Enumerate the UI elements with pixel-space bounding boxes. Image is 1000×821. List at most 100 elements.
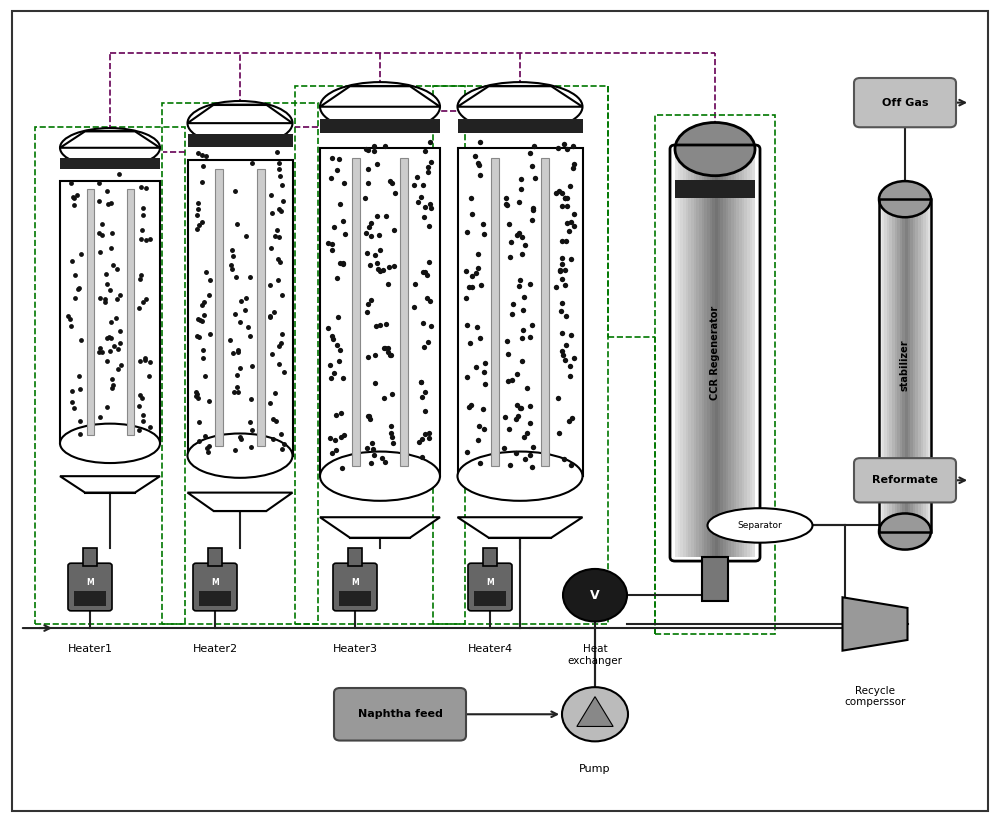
Point <box>563 215 579 228</box>
Point <box>142 420 158 433</box>
Point <box>99 184 115 197</box>
Point <box>267 229 283 242</box>
Point <box>417 200 433 213</box>
Point <box>190 197 206 210</box>
Bar <box>694 149 696 557</box>
Point <box>225 250 241 263</box>
Ellipse shape <box>320 82 440 131</box>
Point <box>363 456 379 470</box>
Point <box>335 257 351 270</box>
Point <box>513 401 529 415</box>
Point <box>223 258 239 271</box>
Point <box>470 247 486 260</box>
Point <box>190 392 206 405</box>
Point <box>97 292 113 305</box>
Point <box>406 300 422 314</box>
Point <box>71 281 87 294</box>
Point <box>464 269 480 282</box>
Bar <box>162 103 318 624</box>
Point <box>132 273 148 286</box>
Point <box>262 397 278 410</box>
Point <box>557 192 573 205</box>
Point <box>511 279 527 292</box>
Point <box>227 443 243 456</box>
Point <box>271 339 287 352</box>
Bar <box>915 200 918 531</box>
Point <box>99 355 115 368</box>
Point <box>372 264 388 277</box>
Point <box>371 228 387 241</box>
Point <box>267 387 283 400</box>
Bar <box>704 149 707 557</box>
Bar <box>126 189 134 435</box>
Point <box>230 346 246 359</box>
Point <box>189 329 205 342</box>
Point <box>559 200 575 213</box>
Point <box>477 356 493 369</box>
Point <box>324 244 340 257</box>
Point <box>380 342 396 355</box>
Ellipse shape <box>708 508 812 543</box>
Point <box>566 219 582 232</box>
Point <box>189 222 205 235</box>
Point <box>199 442 215 455</box>
Point <box>91 345 107 358</box>
Point <box>266 305 282 319</box>
Bar <box>902 200 905 531</box>
Point <box>363 216 379 229</box>
Point <box>558 234 574 247</box>
Point <box>501 218 517 231</box>
Point <box>414 433 430 446</box>
Point <box>244 156 260 169</box>
Point <box>407 277 423 291</box>
Ellipse shape <box>60 424 160 463</box>
Point <box>364 437 380 450</box>
Point <box>94 345 110 358</box>
Point <box>99 401 115 414</box>
Point <box>367 377 383 390</box>
Point <box>196 296 212 309</box>
Point <box>322 431 338 444</box>
Point <box>194 176 210 189</box>
Point <box>360 409 376 422</box>
Point <box>320 236 336 250</box>
Point <box>522 278 538 291</box>
Point <box>554 273 570 286</box>
Point <box>109 263 125 276</box>
Bar <box>655 115 775 634</box>
Point <box>92 410 108 424</box>
Point <box>264 347 280 360</box>
Text: Heat
exchanger: Heat exchanger <box>568 644 622 666</box>
FancyBboxPatch shape <box>468 563 512 611</box>
Point <box>101 331 117 344</box>
Point <box>262 311 278 324</box>
Point <box>133 232 149 245</box>
Point <box>417 266 433 279</box>
Bar <box>675 180 755 198</box>
Point <box>194 298 210 311</box>
Point <box>190 203 206 216</box>
Bar <box>926 200 928 531</box>
Point <box>109 292 125 305</box>
Point <box>559 142 575 155</box>
Point <box>361 410 377 423</box>
Point <box>458 291 474 305</box>
Point <box>72 415 88 428</box>
Point <box>133 268 149 282</box>
Point <box>369 210 385 223</box>
Point <box>508 446 524 459</box>
Point <box>268 415 284 428</box>
Point <box>94 228 110 241</box>
Point <box>525 203 541 216</box>
Point <box>421 427 437 440</box>
Point <box>102 345 118 358</box>
Polygon shape <box>60 131 160 148</box>
Point <box>557 191 573 204</box>
Point <box>333 406 349 420</box>
Bar <box>295 86 465 624</box>
Bar <box>731 149 734 557</box>
Point <box>133 181 149 194</box>
Point <box>378 317 394 330</box>
Point <box>135 208 151 221</box>
Point <box>322 358 338 371</box>
